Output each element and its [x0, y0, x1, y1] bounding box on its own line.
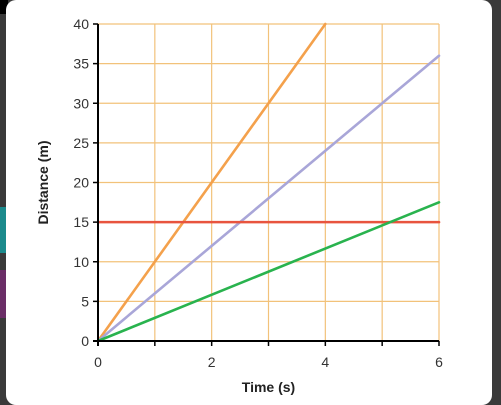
- side-tab-teal: [0, 207, 6, 253]
- y-tick-label: 15: [73, 214, 89, 230]
- y-tick-label: 35: [73, 56, 89, 72]
- x-tick-label: 4: [321, 354, 329, 370]
- x-axis-title: Time (s): [242, 379, 295, 395]
- series-line-1: [96, 22, 327, 343]
- y-tick-label: 5: [81, 293, 89, 309]
- axes: [93, 23, 440, 346]
- series-line-2: [96, 54, 441, 343]
- distance-time-chart: 0 5 10 15 20 25 30 35 40 0 2 4 6 Time (s) Distance (…: [35, 16, 443, 395]
- y-tick-label: 0: [81, 333, 89, 349]
- series-lines: [96, 22, 441, 343]
- y-tick-label: 20: [73, 175, 89, 191]
- side-tab-purple: [0, 270, 6, 318]
- series-line-4: [96, 201, 441, 343]
- y-axis-title: Distance (m): [35, 140, 51, 224]
- tick-labels: 0 5 10 15 20 25 30 35 40 0 2 4 6: [73, 16, 443, 370]
- gridlines: [98, 23, 440, 341]
- y-tick-label: 25: [73, 135, 89, 151]
- y-tick-label: 10: [73, 254, 89, 270]
- x-tick-label: 2: [208, 354, 216, 370]
- x-tick-label: 0: [94, 354, 102, 370]
- window-corner-accent: [0, 0, 8, 14]
- x-tick-label: 6: [435, 354, 443, 370]
- chart-panel: 0 5 10 15 20 25 30 35 40 0 2 4 6 Time (s) Distance (…: [6, 0, 492, 405]
- y-tick-label: 30: [73, 95, 89, 111]
- y-tick-label: 40: [73, 16, 89, 32]
